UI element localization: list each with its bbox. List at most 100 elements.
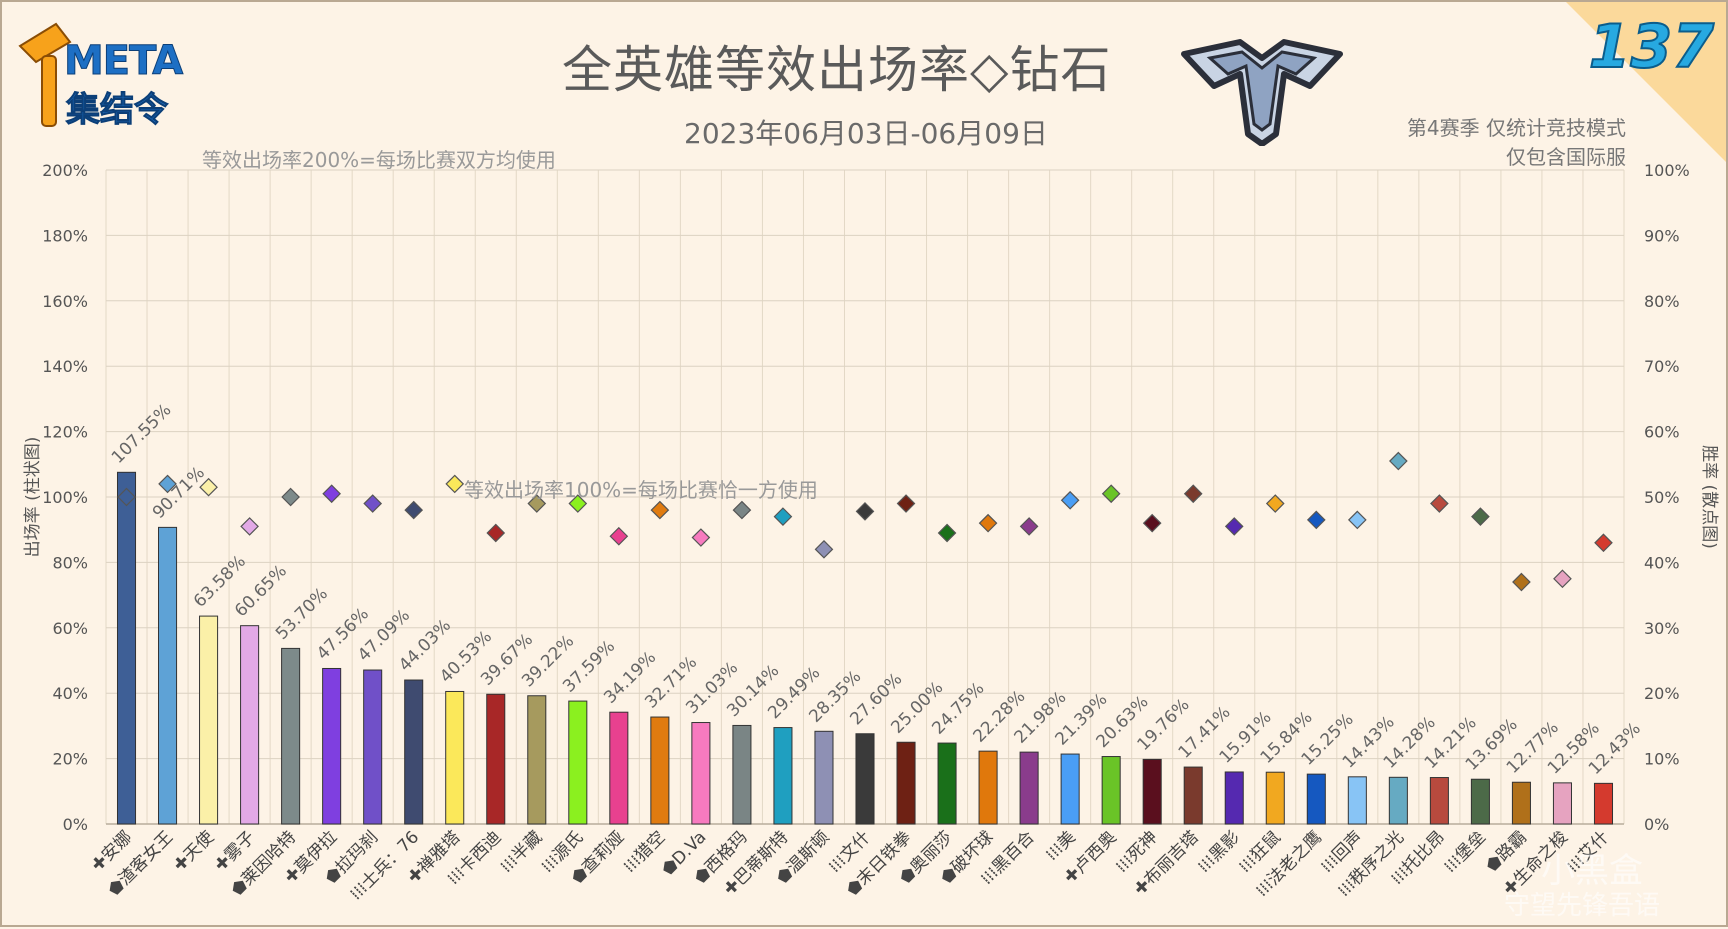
win-rate-point-5 — [281, 487, 300, 507]
bar-18 — [814, 730, 834, 825]
y2-tick-label: 100% — [1644, 161, 1690, 180]
win-rate-point-33 — [1430, 494, 1449, 513]
bar-16 — [732, 724, 752, 825]
win-rate-point-37 — [1594, 533, 1613, 553]
win-rate-point-7 — [363, 494, 383, 513]
win-rate-point-21 — [937, 523, 957, 543]
bar-31 — [1347, 776, 1367, 825]
bar-1 — [116, 471, 137, 825]
y2-tick-label: 30% — [1644, 619, 1680, 638]
win-rate-point-16 — [732, 500, 752, 520]
region-note: 仅包含国际服 — [1506, 145, 1626, 169]
win-rate-point-3 — [199, 477, 218, 497]
y-tick-label: 140% — [42, 357, 88, 376]
win-rate-point-10 — [486, 523, 506, 543]
win-rate-point-34 — [1471, 507, 1490, 526]
y2-tick-label: 90% — [1644, 226, 1680, 245]
y2-tick-label: 20% — [1644, 684, 1680, 703]
bar-3 — [199, 615, 219, 825]
win-rate-point-11 — [527, 494, 547, 513]
win-rate-point-13 — [609, 526, 629, 546]
bar-12 — [568, 700, 588, 825]
y-tick-label: 60% — [52, 619, 88, 638]
chart-title: 全英雄等效出场率◇钻石 — [562, 41, 1112, 99]
bar-25 — [1101, 756, 1121, 825]
annotation-200: 等效出场率200%=每场比赛双方均使用 — [202, 148, 556, 172]
win-rate-point-30 — [1306, 510, 1326, 530]
y-tick-label: 20% — [52, 750, 88, 769]
y-axis-label: 出场率 (柱状图) — [23, 437, 43, 558]
bar-36 — [1552, 782, 1572, 825]
y-tick-label: 160% — [42, 292, 88, 311]
bar-14 — [650, 716, 670, 825]
logo-sub-text: 集结令 — [66, 90, 169, 131]
bar-19 — [855, 733, 875, 825]
y-tick-label: 120% — [42, 423, 88, 442]
win-rate-point-14 — [650, 500, 670, 520]
y2-tick-label: 50% — [1644, 488, 1680, 507]
bar-33 — [1429, 777, 1449, 825]
win-rate-point-2 — [158, 474, 177, 494]
win-rate-point-25 — [1101, 484, 1121, 504]
win-rate-point-4 — [240, 517, 259, 536]
bar-10 — [486, 693, 506, 825]
bar-30 — [1306, 773, 1326, 825]
category-label: ⁞⁞⁞半藏 — [497, 827, 547, 877]
win-rate-point-1 — [117, 487, 136, 507]
win-rate-point-15 — [691, 528, 711, 547]
y2-tick-label: 70% — [1644, 357, 1680, 376]
bar-7 — [363, 669, 383, 825]
win-rate-point-36 — [1553, 569, 1572, 589]
bar-37 — [1593, 782, 1614, 825]
win-rate-point-24 — [1060, 490, 1080, 510]
win-rate-point-29 — [1265, 494, 1285, 513]
win-rate-point-28 — [1224, 517, 1244, 536]
win-rate-point-9 — [445, 474, 465, 494]
win-rate-point-22 — [978, 513, 998, 533]
category-label: ⁞⁞⁞黑影 — [1194, 827, 1244, 877]
y-tick-label: 180% — [42, 226, 88, 245]
annotation-100: 等效出场率100%=每场比赛恰一方使用 — [464, 478, 818, 502]
win-rate-point-17 — [773, 507, 793, 526]
win-rate-point-23 — [1019, 517, 1039, 536]
win-rate-point-32 — [1389, 451, 1408, 471]
y-tick-label: 100% — [42, 488, 88, 507]
bar-9 — [445, 690, 465, 825]
bar-13 — [609, 711, 629, 825]
bar-24 — [1060, 753, 1080, 825]
corner-ribbon — [1566, 2, 1726, 162]
win-rate-point-35 — [1512, 572, 1531, 592]
diamond-rank-icon — [1181, 39, 1343, 146]
win-rate-point-26 — [1142, 513, 1162, 533]
watermark-line2: 守望先锋吾语 — [1504, 891, 1660, 921]
win-rate-point-19 — [855, 502, 875, 521]
bar-21 — [937, 742, 957, 825]
y-tick-label: 40% — [52, 684, 88, 703]
y2-tick-label: 80% — [1644, 292, 1680, 311]
y2-tick-label: 0% — [1644, 815, 1669, 834]
bar-6 — [322, 667, 342, 825]
y2-tick-label: 40% — [1644, 553, 1680, 572]
watermark-line1: 小黑盒 — [1541, 851, 1643, 891]
hammer-icon — [18, 22, 72, 127]
win-rate-point-12 — [568, 494, 588, 513]
bar-35 — [1511, 781, 1531, 825]
bar-34 — [1470, 778, 1490, 825]
meta-logo: META 集结令 — [14, 16, 194, 136]
y2-tick-label: 10% — [1644, 750, 1680, 769]
bar-23 — [1019, 751, 1039, 825]
bar-2 — [158, 526, 178, 825]
win-rate-point-27 — [1183, 484, 1203, 504]
logo-meta-text: META — [63, 38, 183, 85]
issue-number: 137 — [1588, 11, 1715, 83]
bar-20 — [896, 741, 916, 825]
win-rate-point-8 — [404, 500, 424, 520]
bar-32 — [1388, 776, 1408, 825]
bar-28 — [1224, 771, 1244, 825]
y2-axis-label: 胜率 (散点图) — [1699, 445, 1719, 549]
chart-subtitle: 2023年06月03日-06月09日 — [684, 117, 1048, 150]
bar-26 — [1142, 758, 1162, 825]
win-rate-point-20 — [896, 494, 916, 513]
